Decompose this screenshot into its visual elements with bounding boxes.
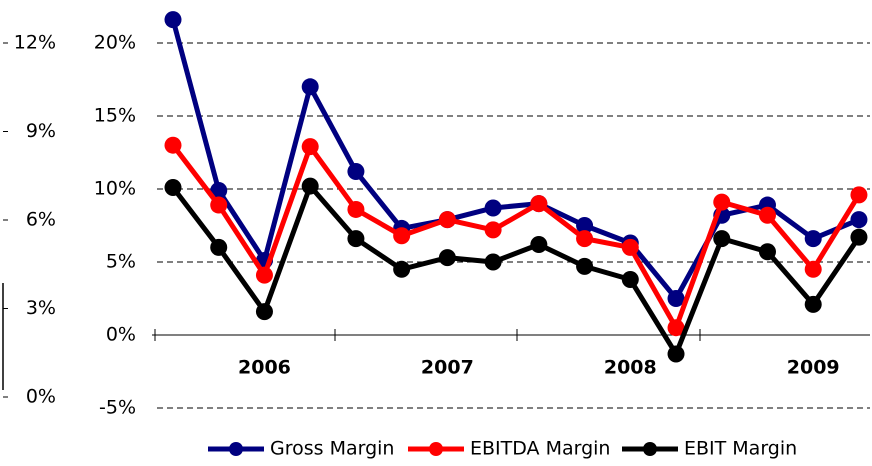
legend-label: EBIT Margin [684, 438, 797, 460]
data-point [255, 266, 273, 284]
y-tick-label: 6% [26, 209, 56, 231]
data-point [576, 257, 594, 275]
data-point [621, 271, 639, 289]
y-tick-label: 12% [14, 32, 56, 54]
data-point [850, 211, 868, 229]
data-point [210, 181, 228, 199]
data-point [850, 186, 868, 204]
series-line [171, 143, 862, 331]
data-point [164, 179, 182, 197]
data-point [621, 238, 639, 256]
data-point [347, 162, 365, 180]
x-tick-label: 2007 [421, 357, 474, 379]
legend-label: Gross Margin [270, 438, 394, 460]
data-point [438, 249, 456, 267]
y-tick-label: 0% [26, 386, 56, 408]
y-tick-label: -5% [99, 397, 136, 419]
y-tick-label: 5% [106, 251, 136, 273]
data-point [164, 136, 182, 154]
data-point [484, 253, 502, 271]
x-tick-label: 2006 [238, 357, 291, 379]
data-point [530, 195, 548, 213]
data-point [393, 260, 411, 278]
data-point [758, 243, 776, 261]
x-tick-label: 2008 [604, 357, 657, 379]
data-point [484, 199, 502, 217]
data-point [667, 319, 685, 337]
data-point [164, 11, 182, 29]
data-point [255, 303, 273, 321]
data-point [713, 230, 731, 248]
series-line [171, 183, 862, 357]
data-point [347, 200, 365, 218]
data-point [301, 138, 319, 156]
y-tick-label: 3% [26, 297, 56, 319]
series-line [170, 18, 860, 301]
data-point [438, 211, 456, 229]
data-point [804, 260, 822, 278]
legend-marker [229, 442, 243, 456]
y-tick-label: 10% [94, 178, 136, 200]
y-tick-label: 9% [26, 120, 56, 142]
data-point [210, 238, 228, 256]
x-tick-label: 2009 [787, 357, 840, 379]
data-point [804, 295, 822, 313]
data-point [804, 230, 822, 248]
y-tick-label: 15% [94, 105, 136, 127]
y-tick-label: 0% [106, 324, 136, 346]
legend-marker [643, 442, 657, 456]
data-point [530, 235, 548, 253]
data-point [850, 228, 868, 246]
data-point [713, 193, 731, 211]
legend-label: EBITDA Margin [470, 438, 610, 460]
data-point [393, 227, 411, 245]
data-point [576, 217, 594, 234]
y-tick-label: 20% [94, 32, 136, 54]
legend-marker [429, 442, 443, 456]
data-point [210, 196, 228, 214]
data-point [347, 230, 365, 248]
data-point [576, 230, 594, 248]
data-point [301, 177, 319, 195]
data-point [667, 345, 685, 363]
data-point [484, 221, 502, 239]
data-point [301, 78, 319, 96]
data-point [667, 290, 685, 307]
data-point [758, 206, 776, 224]
